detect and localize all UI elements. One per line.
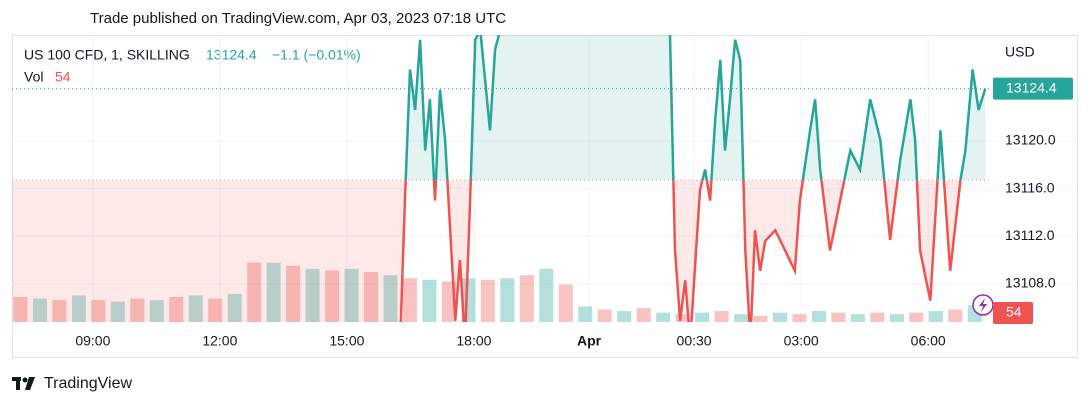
volume-bar — [928, 311, 943, 322]
volume-bar — [558, 284, 573, 322]
volume-bar — [247, 262, 262, 322]
currency: USD — [1005, 44, 1035, 60]
volume-bar — [773, 312, 788, 322]
volume-bar — [13, 297, 28, 322]
volume-bar — [52, 300, 67, 322]
volume-bar — [91, 300, 106, 322]
volume-bar — [695, 312, 710, 322]
volume-bar — [364, 272, 379, 322]
volume-bar — [578, 306, 593, 322]
y-tick-label: 13116.0 — [1005, 179, 1055, 195]
brand: TradingView — [44, 375, 132, 392]
volume-box — [993, 302, 1033, 324]
volume-bar — [948, 309, 963, 322]
last-price-box — [993, 77, 1073, 100]
volume-bar — [909, 312, 924, 322]
last-price-label: 13124.4 — [1006, 79, 1057, 95]
volume-bar — [266, 262, 281, 322]
volume-bar — [714, 311, 729, 322]
price-line-down — [399, 180, 962, 322]
volume-bar — [500, 278, 515, 322]
volume-bar — [422, 279, 437, 322]
y-tick-label: 13108.0 — [1005, 275, 1056, 291]
volume-bar — [188, 295, 203, 322]
volume-bar — [344, 268, 359, 322]
volume-bar — [850, 314, 865, 322]
volume-bar — [792, 314, 807, 322]
volume — [13, 262, 982, 322]
volume-bar — [675, 314, 690, 322]
x-tick-label: 12:00 — [202, 333, 237, 349]
volume-bar — [617, 311, 632, 322]
x-tick-label: 00:30 — [677, 333, 712, 349]
y-tick-label: 13112.0 — [1005, 227, 1055, 243]
volume-bar — [208, 298, 223, 322]
volume-bar — [889, 314, 904, 322]
volume-bar — [305, 268, 320, 322]
price-line-up — [404, 35, 987, 181]
volume-bar — [32, 298, 47, 322]
volume-bar — [753, 315, 768, 322]
volume-bar — [539, 268, 554, 322]
volume-bar — [734, 314, 749, 322]
legend-price: 13124.4 — [206, 47, 257, 63]
volume-bar — [169, 297, 184, 322]
volume-bar — [227, 293, 242, 322]
volume-label: 54 — [1006, 304, 1022, 320]
volume-bar — [480, 279, 495, 322]
volume-bar — [130, 298, 145, 322]
volume-bar — [149, 300, 164, 322]
x-tick-label: 03:00 — [784, 333, 819, 349]
legend-title: US 100 CFD, 1, SKILLING — [24, 47, 190, 63]
volume-bar — [71, 295, 86, 322]
volume-bar — [636, 307, 651, 322]
volume-bar — [519, 275, 534, 322]
legend-volume: Vol — [24, 69, 43, 85]
volume-bar — [286, 265, 301, 322]
header: Trade published on TradingView.com, Apr … — [90, 10, 506, 27]
x-tick-label: 15:00 — [329, 333, 364, 349]
volume-bar — [811, 311, 826, 322]
y-tick-label: 13120.0 — [1005, 132, 1056, 148]
x-tick-label: Apr — [577, 333, 602, 349]
legend-volume-value: 54 — [55, 69, 71, 85]
volume-bar — [402, 278, 417, 322]
volume-bar — [597, 309, 612, 322]
x-tick-label: 06:00 — [911, 333, 946, 349]
volume-bar — [656, 312, 671, 322]
volume-bar — [325, 270, 340, 322]
legend-change: −1.1 (−0.01%) — [272, 47, 361, 63]
volume-bar — [383, 275, 398, 322]
x-tick-label: 09:00 — [75, 333, 110, 349]
volume-bar — [831, 312, 846, 322]
alert-bolt — [979, 298, 987, 312]
frame — [12, 35, 1078, 358]
volume-bar — [110, 301, 125, 322]
volume-bar — [870, 312, 885, 322]
logo — [12, 377, 35, 390]
area-below — [12, 180, 961, 322]
x-tick-label: 18:00 — [456, 333, 491, 349]
